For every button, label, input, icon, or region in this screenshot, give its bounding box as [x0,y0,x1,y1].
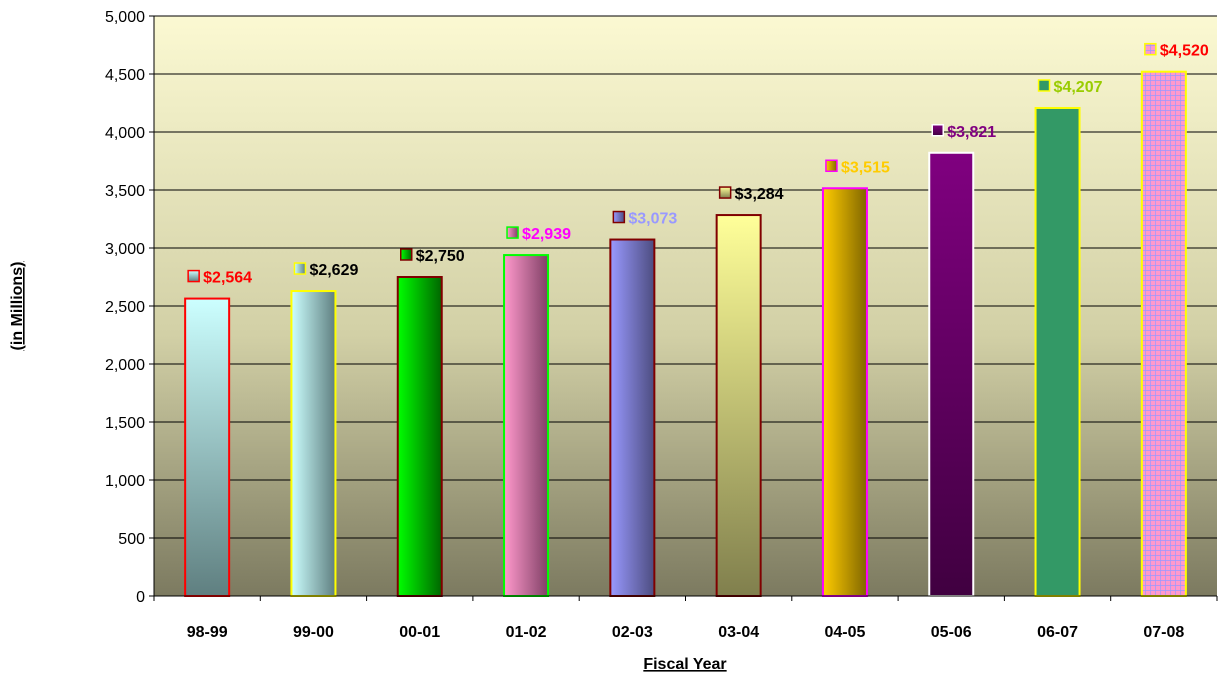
y-tick-label: 5,000 [105,9,145,26]
y-tick-label: 500 [118,531,145,548]
bar-05-06 [928,151,975,597]
bar-99-00 [290,290,337,597]
data-label: $3,284 [735,186,784,203]
bar-03-04 [715,214,762,597]
y-tick-label: 2,000 [105,357,145,374]
data-label: $4,520 [1160,43,1209,60]
data-label: $2,939 [522,226,571,243]
y-tick-label: 1,000 [105,473,145,490]
y-tick-label: 2,500 [105,299,145,316]
legend-key [1037,79,1051,92]
data-label: $2,629 [309,262,358,279]
legend-key [400,248,413,261]
bar-98-99 [184,297,231,597]
x-tick-label: 99-00 [293,624,334,641]
bar-06-07 [1034,106,1081,597]
x-tick-label: 06-07 [1037,624,1078,641]
bar-02-03 [609,238,656,597]
x-tick-label: 03-04 [718,624,759,641]
y-tick-label: 3,000 [105,241,145,258]
legend-key [293,262,307,275]
legend-key [825,159,838,173]
legend-key [506,226,519,239]
data-label: $4,207 [1054,79,1103,96]
y-tick-label: 0 [136,589,145,606]
legend-key [931,124,944,137]
legend-key [718,186,732,199]
axes [153,16,1217,597]
x-tick-labels: 98-99 99-00 00-01 01-02 02-03 03-04 04-05 05-06… [187,624,1185,641]
x-tick-label: 00-01 [399,624,440,641]
bar-01-02 [503,254,550,598]
x-tick-label: 02-03 [612,624,653,641]
bar-04-05 [821,187,868,597]
y-tick-label: 4,000 [105,125,145,142]
data-label: $3,515 [841,159,890,176]
x-tick-label: 01-02 [506,624,547,641]
legend-key [612,210,626,224]
bars [184,70,1187,598]
data-label: $3,821 [947,124,996,141]
y-tick-label: 4,500 [105,67,145,84]
data-label: $2,564 [203,270,252,287]
y-axis-title: (in Millions) [9,262,26,351]
y-tick-label: 1,500 [105,415,145,432]
x-tick-label: 98-99 [187,624,228,641]
legend-key [1144,42,1157,56]
data-label: $3,073 [628,211,677,228]
bar-00-01 [396,276,443,597]
x-axis-title: Fiscal Year [643,656,726,673]
x-tick-label: 05-06 [931,624,972,641]
data-labels: $2,564 $2,629 $2,750 $2,939 $3,073 $3,284 $3,5… [187,42,1209,287]
x-tick-label: 07-08 [1143,624,1184,641]
x-tick-label: 04-05 [824,624,865,641]
bar-07-08 [1140,70,1187,598]
y-tick-label: 3,500 [105,183,145,200]
legend-key [187,269,200,283]
y-tick-labels: 0 500 1,000 1,500 2,000 2,500 3,000 3,500 4,000 4… [105,9,145,606]
data-label: $2,750 [416,248,465,265]
